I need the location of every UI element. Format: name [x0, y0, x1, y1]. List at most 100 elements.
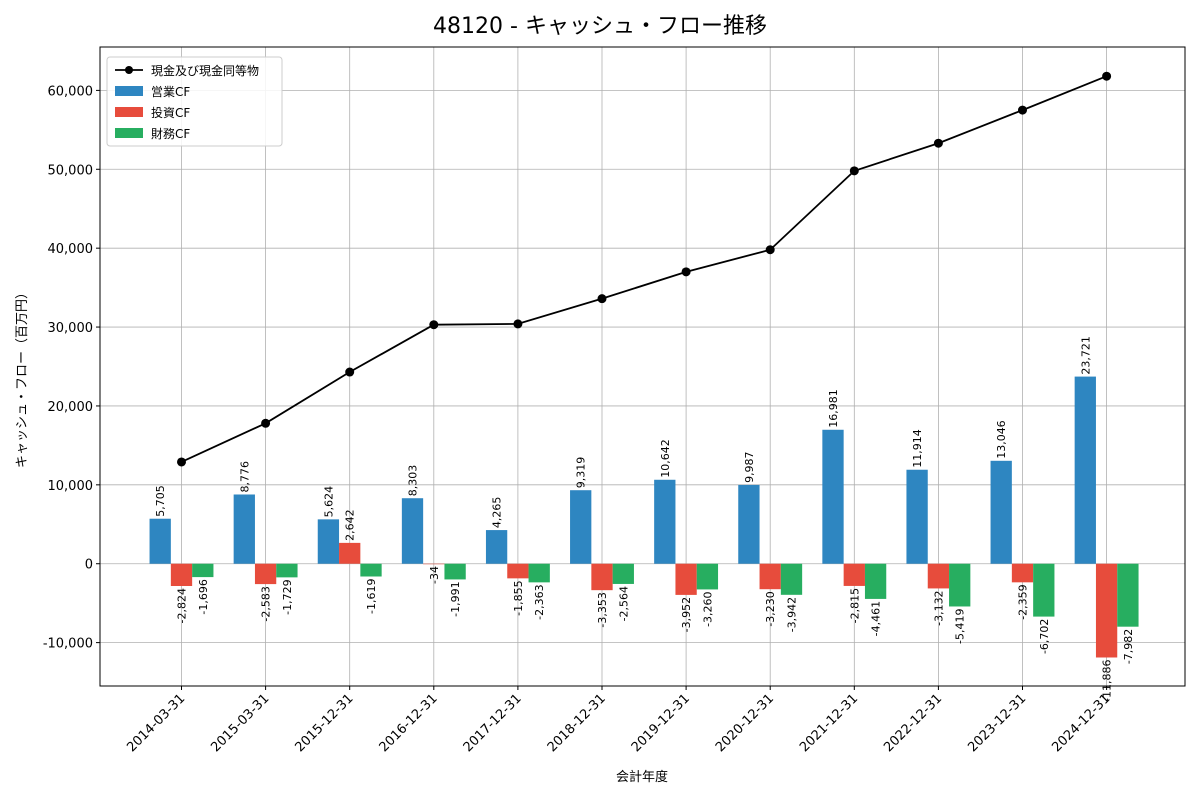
- bar-data-label: -4,461: [870, 601, 883, 636]
- bar-data-label: -3,132: [932, 590, 945, 625]
- bar-data-label: 5,705: [154, 485, 167, 517]
- bar-投資CF: [675, 563, 697, 595]
- bar-投資CF: [170, 563, 193, 587]
- bar-data-label: -2,359: [1017, 584, 1030, 619]
- bar-data-label: -1,729: [281, 579, 294, 614]
- bar-財務CF: [1033, 563, 1055, 617]
- bar-data-label: 10,642: [659, 439, 672, 478]
- bar-財務CF: [528, 563, 550, 583]
- cash-line-point: [597, 294, 607, 304]
- bar-data-label: 5,624: [322, 486, 335, 518]
- bar-data-label: -7,982: [1122, 629, 1135, 664]
- bar-財務CF: [444, 563, 466, 580]
- bar-営業CF: [990, 460, 1012, 564]
- bar-data-label: -3,230: [764, 591, 777, 626]
- bar-data-label: -1,991: [449, 581, 462, 616]
- y-tick-label: 60,000: [48, 84, 94, 99]
- bar-data-label: -11,886: [1101, 659, 1114, 701]
- bar-営業CF: [738, 484, 760, 564]
- bar-data-label: -1,619: [365, 578, 378, 613]
- x-axis-label: 会計年度: [616, 769, 668, 785]
- legend-label: 現金及び現金同等物: [151, 63, 259, 78]
- line-layer: [177, 71, 1112, 467]
- bar-財務CF: [276, 563, 298, 578]
- bar-data-label: -2,363: [533, 584, 546, 619]
- cash-line-point: [345, 367, 355, 377]
- bar-data-label: 13,046: [995, 420, 1008, 459]
- y-tick-label: 30,000: [48, 321, 94, 336]
- bar-data-label: 9,319: [575, 457, 588, 489]
- cash-line-point: [1102, 71, 1112, 81]
- bar-data-label: 2,642: [344, 509, 357, 541]
- bar-営業CF: [654, 479, 676, 564]
- y-tick-label: -10,000: [43, 637, 93, 652]
- bar-data-label: -34: [428, 566, 441, 584]
- legend-box: [106, 56, 283, 147]
- bar-営業CF: [233, 494, 255, 564]
- legend-label: 投資CF: [151, 105, 190, 120]
- bar-営業CF: [149, 518, 171, 564]
- bar-data-label: -3,952: [680, 597, 693, 632]
- y-tick-label: 0: [85, 558, 93, 573]
- cash-line: [181, 75, 1107, 463]
- cash-line-point: [429, 320, 439, 330]
- bar-財務CF: [780, 563, 803, 595]
- bar-投資CF: [507, 563, 529, 579]
- bar-投資CF: [591, 563, 613, 591]
- bar-営業CF: [906, 469, 928, 564]
- bar-財務CF: [1117, 563, 1139, 627]
- labels-layer: 5,705 8,776 5,624 8,303 4,265 9,319 10,642 9,98…: [154, 336, 1135, 702]
- bar-営業CF: [1074, 376, 1096, 564]
- bar-営業CF: [401, 498, 424, 564]
- bar-営業CF: [317, 519, 340, 564]
- bar-投資CF: [423, 563, 445, 565]
- bar-data-label: 23,721: [1079, 336, 1092, 375]
- bar-投資CF: [843, 563, 865, 586]
- cash-line-point: [1018, 105, 1027, 115]
- bar-営業CF: [485, 530, 508, 564]
- bar-data-label: 11,914: [911, 429, 924, 468]
- bar-data-label: -3,260: [701, 591, 714, 626]
- chart-title: 48120 - キャッシュ・フロー推移: [433, 14, 767, 39]
- bar-投資CF: [1095, 563, 1118, 658]
- cash-line-point: [681, 267, 691, 277]
- bar-投資CF: [759, 563, 781, 590]
- bar-投資CF: [339, 542, 361, 564]
- legend-label: 営業CF: [151, 85, 190, 99]
- bar-data-label: -2,824: [176, 588, 189, 623]
- bar-data-label: 8,303: [407, 465, 420, 497]
- legend-bar-swatch: [115, 86, 143, 96]
- legend-line-marker: [125, 66, 133, 74]
- bar-営業CF: [822, 429, 844, 564]
- plot-frame: [99, 46, 1186, 687]
- bar-data-label: -6,702: [1038, 619, 1051, 654]
- bar-data-label: -5,419: [954, 608, 967, 643]
- cash-line-point: [261, 418, 271, 428]
- legend-label: 財務CF: [151, 126, 190, 141]
- y-tick-label: 10,000: [48, 479, 94, 494]
- y-axis-label: キャッシュ・フロー（百万円）: [15, 286, 30, 468]
- cash-line-point: [177, 457, 186, 467]
- bar-財務CF: [949, 563, 971, 607]
- cash-line-point: [765, 245, 775, 255]
- bar-財務CF: [192, 563, 214, 578]
- cash-line-point: [933, 138, 943, 148]
- bar-data-label: -2,815: [848, 588, 861, 623]
- bar-data-label: 9,987: [743, 451, 756, 483]
- legend-bar-swatch: [115, 107, 143, 117]
- bar-data-label: -3,942: [786, 597, 799, 632]
- bar-財務CF: [612, 563, 634, 584]
- bars-layer: [149, 376, 1139, 658]
- cash-line-point: [513, 319, 523, 329]
- bar-data-label: 4,265: [491, 497, 504, 529]
- bar-data-label: -1,696: [197, 579, 210, 614]
- bar-財務CF: [360, 563, 382, 577]
- y-tick-label: 50,000: [48, 163, 94, 178]
- bar-営業CF: [570, 490, 592, 564]
- bar-投資CF: [254, 563, 277, 585]
- cash-line-point: [849, 166, 859, 176]
- bar-data-label: 16,981: [827, 389, 840, 428]
- bar-財務CF: [864, 563, 887, 599]
